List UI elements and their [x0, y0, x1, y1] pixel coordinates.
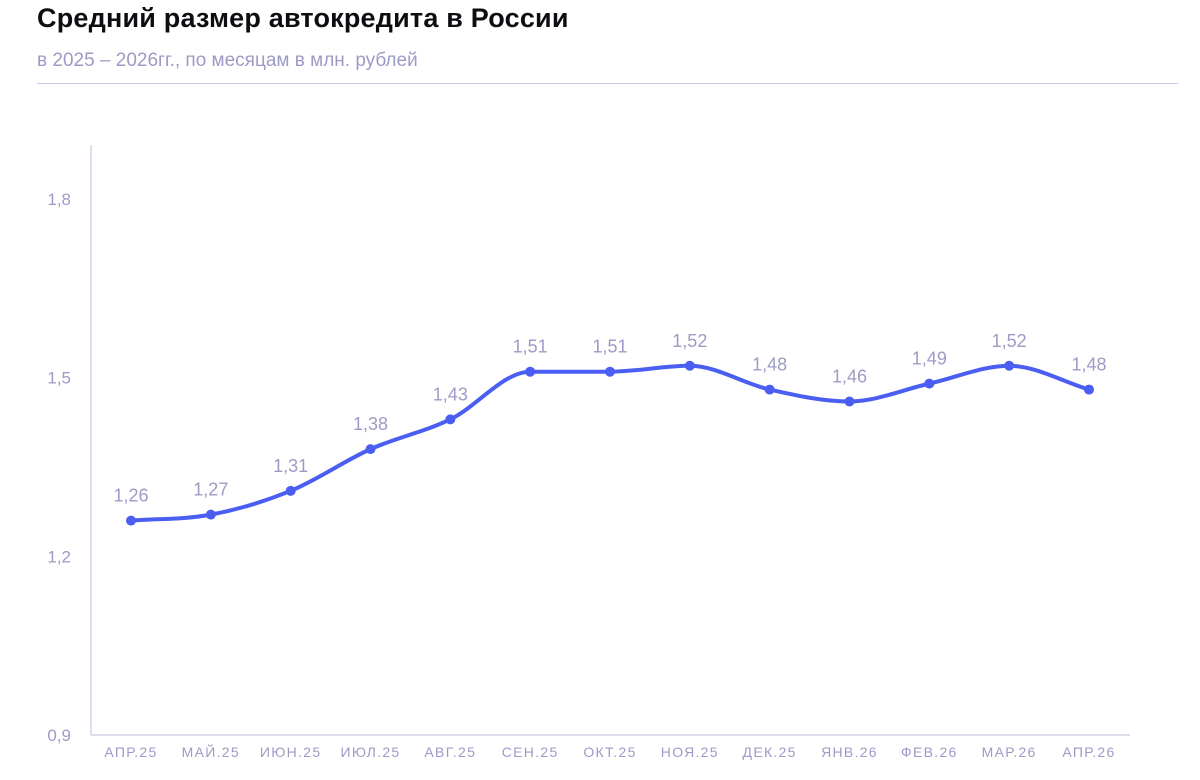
data-point — [684, 360, 695, 371]
x-axis-ticks: АПР.25 МАЙ.25 ИЮН.25 ИЮЛ.25 АВГ.25 СЕН.25 ОКТ.… — [104, 743, 1115, 760]
x-tick-label: СЕН.25 — [502, 744, 559, 760]
y-axis-ticks: 0,9 1,2 1,5 1,8 — [47, 190, 71, 745]
x-tick-label: АПР.26 — [1062, 744, 1115, 760]
x-tick-label: ИЮН.25 — [260, 744, 322, 760]
x-tick-label: МАЙ.25 — [182, 743, 240, 760]
data-label: 1,49 — [912, 349, 947, 369]
data-label: 1,48 — [1071, 355, 1106, 375]
chart-subtitle: в 2025 – 2026гг., по месяцам в млн. рубл… — [37, 50, 418, 71]
data-point — [525, 366, 536, 377]
data-label: 1,43 — [433, 384, 468, 404]
data-point — [1084, 384, 1094, 395]
x-tick-label: АПР.25 — [104, 744, 157, 760]
x-tick-label: ОКТ.25 — [583, 744, 636, 760]
x-tick-label: ЯНВ.26 — [821, 744, 878, 760]
x-tick-label: ДЕК.25 — [743, 744, 797, 760]
series-points — [126, 360, 1094, 526]
data-point — [365, 444, 376, 455]
data-label: 1,26 — [113, 486, 148, 506]
series-line — [129, 363, 1091, 523]
x-tick-label: НОЯ.25 — [661, 744, 719, 760]
y-tick-label: 1,5 — [47, 369, 71, 388]
data-labels: 1,26 1,27 1,31 1,38 1,43 1,51 1,51 1,52 1,48 1,46… — [113, 331, 1106, 506]
data-label: 1,46 — [832, 366, 867, 386]
data-point — [764, 384, 775, 395]
chart-title: Средний размер автокредита в России — [37, 3, 569, 33]
y-tick-label: 0,9 — [47, 726, 71, 745]
axes — [90, 145, 1130, 736]
data-point — [844, 396, 855, 407]
y-tick-label: 1,2 — [47, 547, 71, 566]
data-point — [605, 366, 615, 377]
x-tick-label: ФЕВ.26 — [901, 744, 958, 760]
x-tick-label: ИЮЛ.25 — [340, 744, 400, 760]
y-tick-label: 1,8 — [47, 190, 71, 209]
data-label: 1,27 — [193, 480, 228, 500]
data-label: 1,52 — [992, 331, 1027, 351]
data-point — [126, 515, 136, 526]
data-point — [1004, 360, 1015, 371]
data-point — [924, 378, 935, 389]
data-point — [285, 485, 296, 496]
data-label: 1,48 — [752, 355, 787, 375]
data-point — [205, 509, 216, 520]
x-tick-label: АВГ.25 — [424, 744, 476, 760]
data-label: 1,38 — [353, 414, 388, 434]
x-tick-label: МАР.26 — [982, 744, 1037, 760]
data-point — [445, 414, 456, 425]
data-label: 1,31 — [273, 456, 308, 476]
header-divider — [37, 83, 1178, 84]
series-line-layer — [129, 363, 1091, 523]
data-label: 1,51 — [513, 337, 548, 357]
data-label: 1,51 — [592, 337, 627, 357]
data-label: 1,52 — [672, 331, 707, 351]
